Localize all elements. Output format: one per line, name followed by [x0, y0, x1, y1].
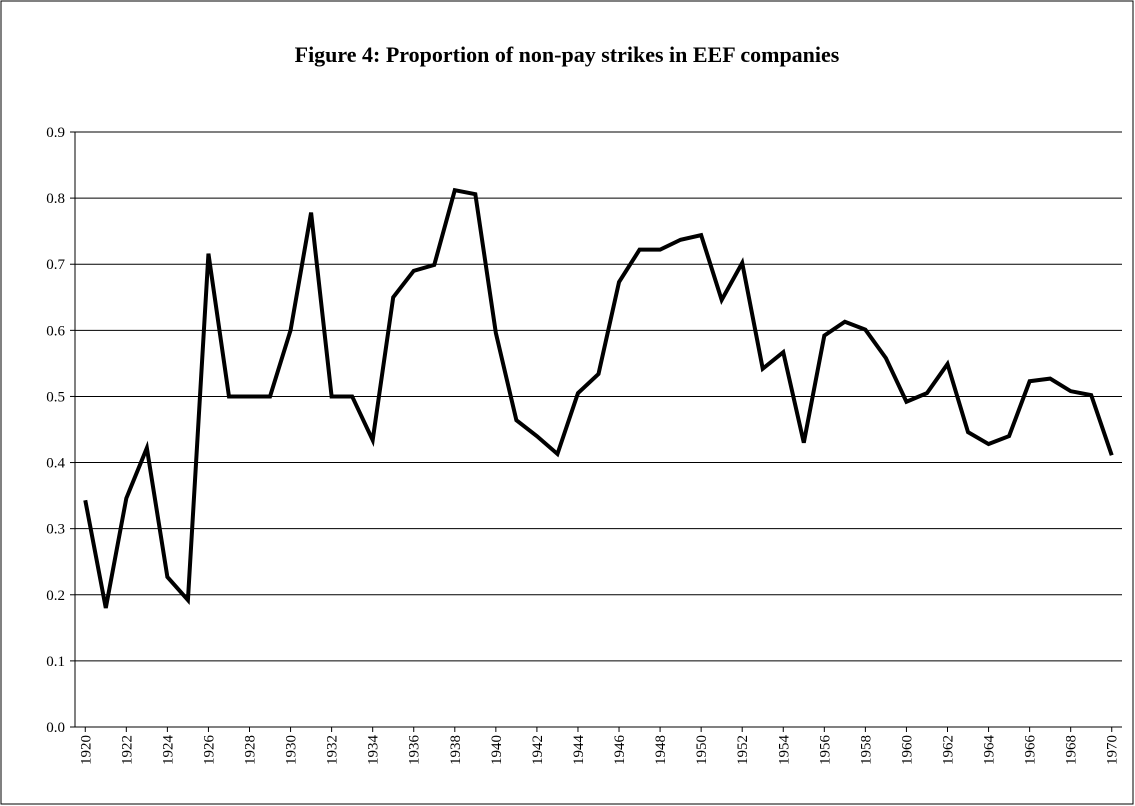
y-tick-label: 0.4	[46, 456, 65, 472]
y-tick-label: 0.6	[46, 323, 65, 339]
y-tick-label: 0.0	[46, 720, 65, 736]
x-tick-label: 1952	[735, 735, 751, 765]
x-tick-label: 1962	[941, 735, 957, 765]
x-tick-label: 1964	[982, 735, 998, 766]
x-tick-label: 1958	[858, 735, 874, 765]
x-tick-label: 1960	[899, 735, 915, 765]
x-tick-label: 1922	[119, 735, 135, 765]
x-tick-label: 1968	[1064, 735, 1080, 765]
x-tick-label: 1954	[776, 735, 792, 766]
x-tick-label: 1938	[448, 735, 464, 765]
y-tick-label: 0.3	[46, 522, 65, 538]
x-tick-label: 1936	[407, 735, 423, 766]
y-tick-label: 0.8	[46, 191, 65, 207]
y-tick-label: 0.7	[46, 257, 65, 273]
x-tick-label: 1930	[284, 735, 300, 765]
x-tick-label: 1942	[530, 735, 546, 765]
x-tick-label: 1934	[366, 735, 382, 766]
x-tick-label: 1950	[694, 735, 710, 765]
x-tick-label: 1926	[201, 735, 217, 766]
data-line	[83, 187, 1114, 609]
x-tick-label: 1946	[612, 735, 628, 766]
x-tick-label: 1924	[160, 735, 176, 766]
y-tick-label: 0.5	[46, 389, 65, 405]
x-tick-label: 1956	[817, 735, 833, 766]
y-tick-label: 0.2	[46, 588, 65, 604]
x-tick-label: 1932	[325, 735, 341, 765]
chart-title: Figure 4: Proportion of non-pay strikes …	[295, 42, 840, 67]
y-tick-label: 0.9	[46, 125, 65, 141]
x-tick-label: 1944	[571, 735, 587, 766]
x-tick-label: 1966	[1023, 735, 1039, 766]
x-tick-label: 1948	[653, 735, 669, 765]
x-tick-label: 1970	[1105, 735, 1121, 765]
y-tick-label: 0.1	[46, 654, 65, 670]
x-tick-label: 1940	[489, 735, 505, 765]
x-tick-label: 1928	[243, 735, 259, 765]
x-tick-label: 1920	[78, 735, 94, 765]
